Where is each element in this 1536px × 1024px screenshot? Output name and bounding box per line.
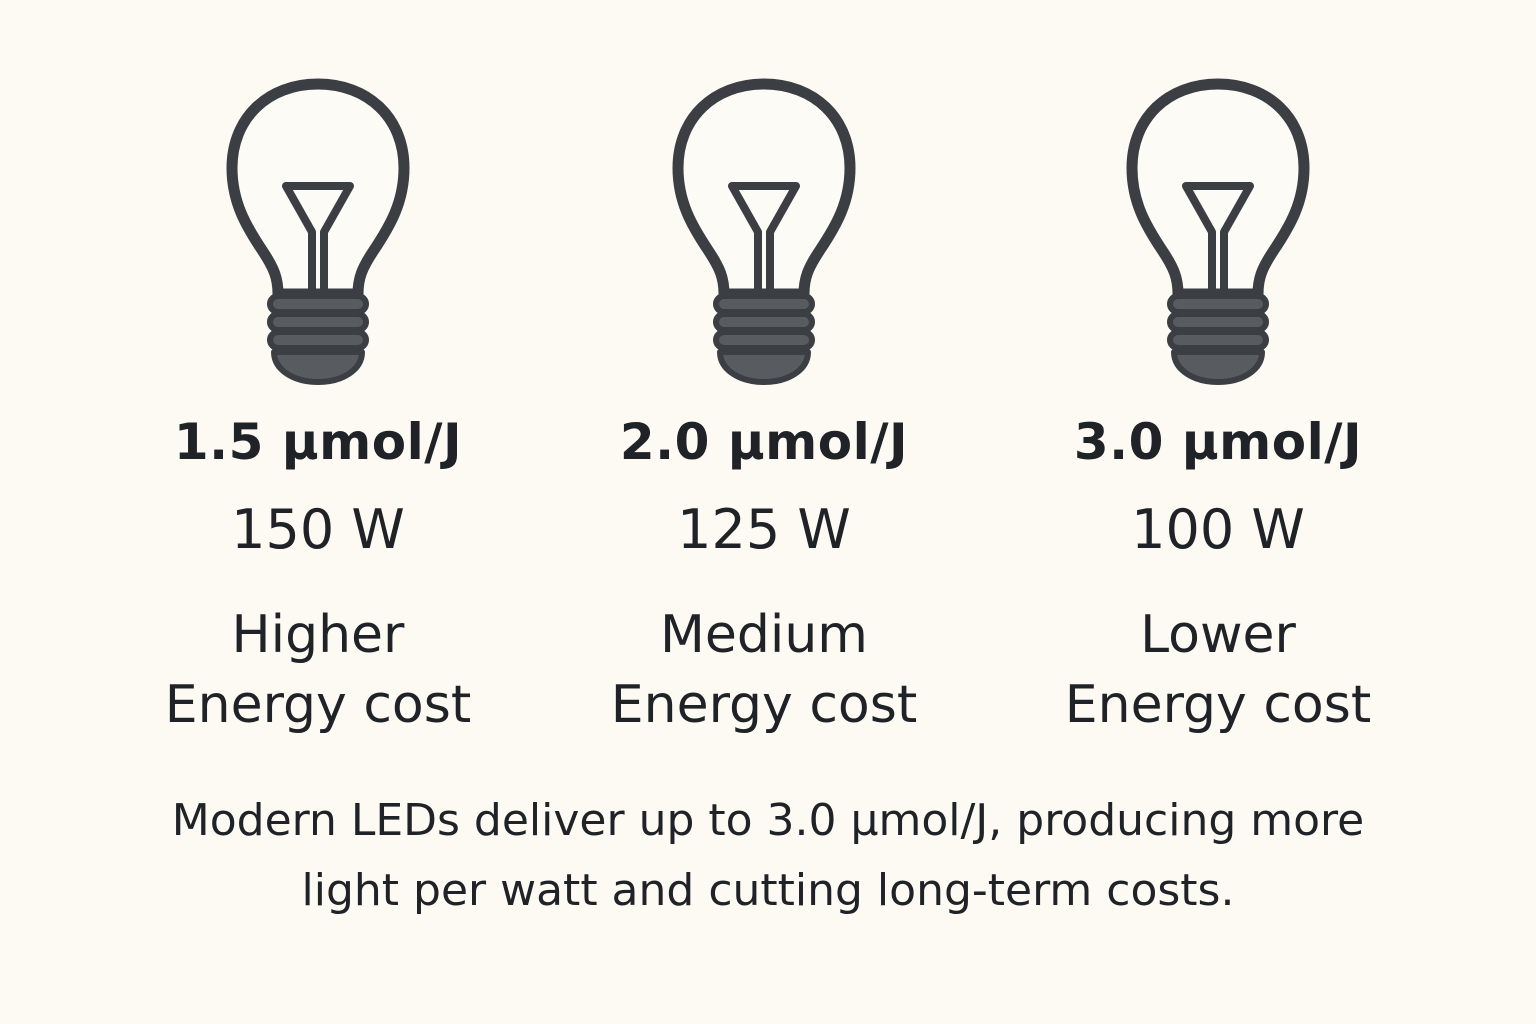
bulb-card-1: 1.5 µmol/J 150 W Higher Energy cost — [88, 70, 548, 740]
cost-level: Higher — [231, 605, 405, 665]
lightbulb-icon — [218, 70, 418, 390]
cost-label: Energy cost — [610, 675, 918, 735]
efficiency-value: 2.0 µmol/J — [619, 413, 909, 471]
footnote-line-1: Modern LEDs deliver up to 3.0 µmol/J, pr… — [171, 795, 1365, 846]
cost-label: Energy cost — [1064, 675, 1372, 735]
cost-level: Lower — [1140, 605, 1296, 665]
wattage-value: 100 W — [1131, 498, 1305, 561]
bulb-card-3: 3.0 µmol/J 100 W Lower Energy cost — [988, 70, 1448, 740]
footnote-line-2: light per watt and cutting long-term cos… — [301, 865, 1235, 916]
cost-level: Medium — [660, 605, 868, 665]
efficiency-value: 1.5 µmol/J — [173, 413, 463, 471]
lightbulb-icon — [1118, 70, 1318, 390]
cost-label: Energy cost — [164, 675, 472, 735]
lightbulb-icon — [664, 70, 864, 390]
footnote: Modern LEDs deliver up to 3.0 µmol/J, pr… — [100, 786, 1436, 926]
efficiency-value: 3.0 µmol/J — [1073, 413, 1363, 471]
wattage-value: 125 W — [677, 498, 851, 561]
wattage-value: 150 W — [231, 498, 405, 561]
bulb-card-2: 2.0 µmol/J 125 W Medium Energy cost — [534, 70, 994, 740]
